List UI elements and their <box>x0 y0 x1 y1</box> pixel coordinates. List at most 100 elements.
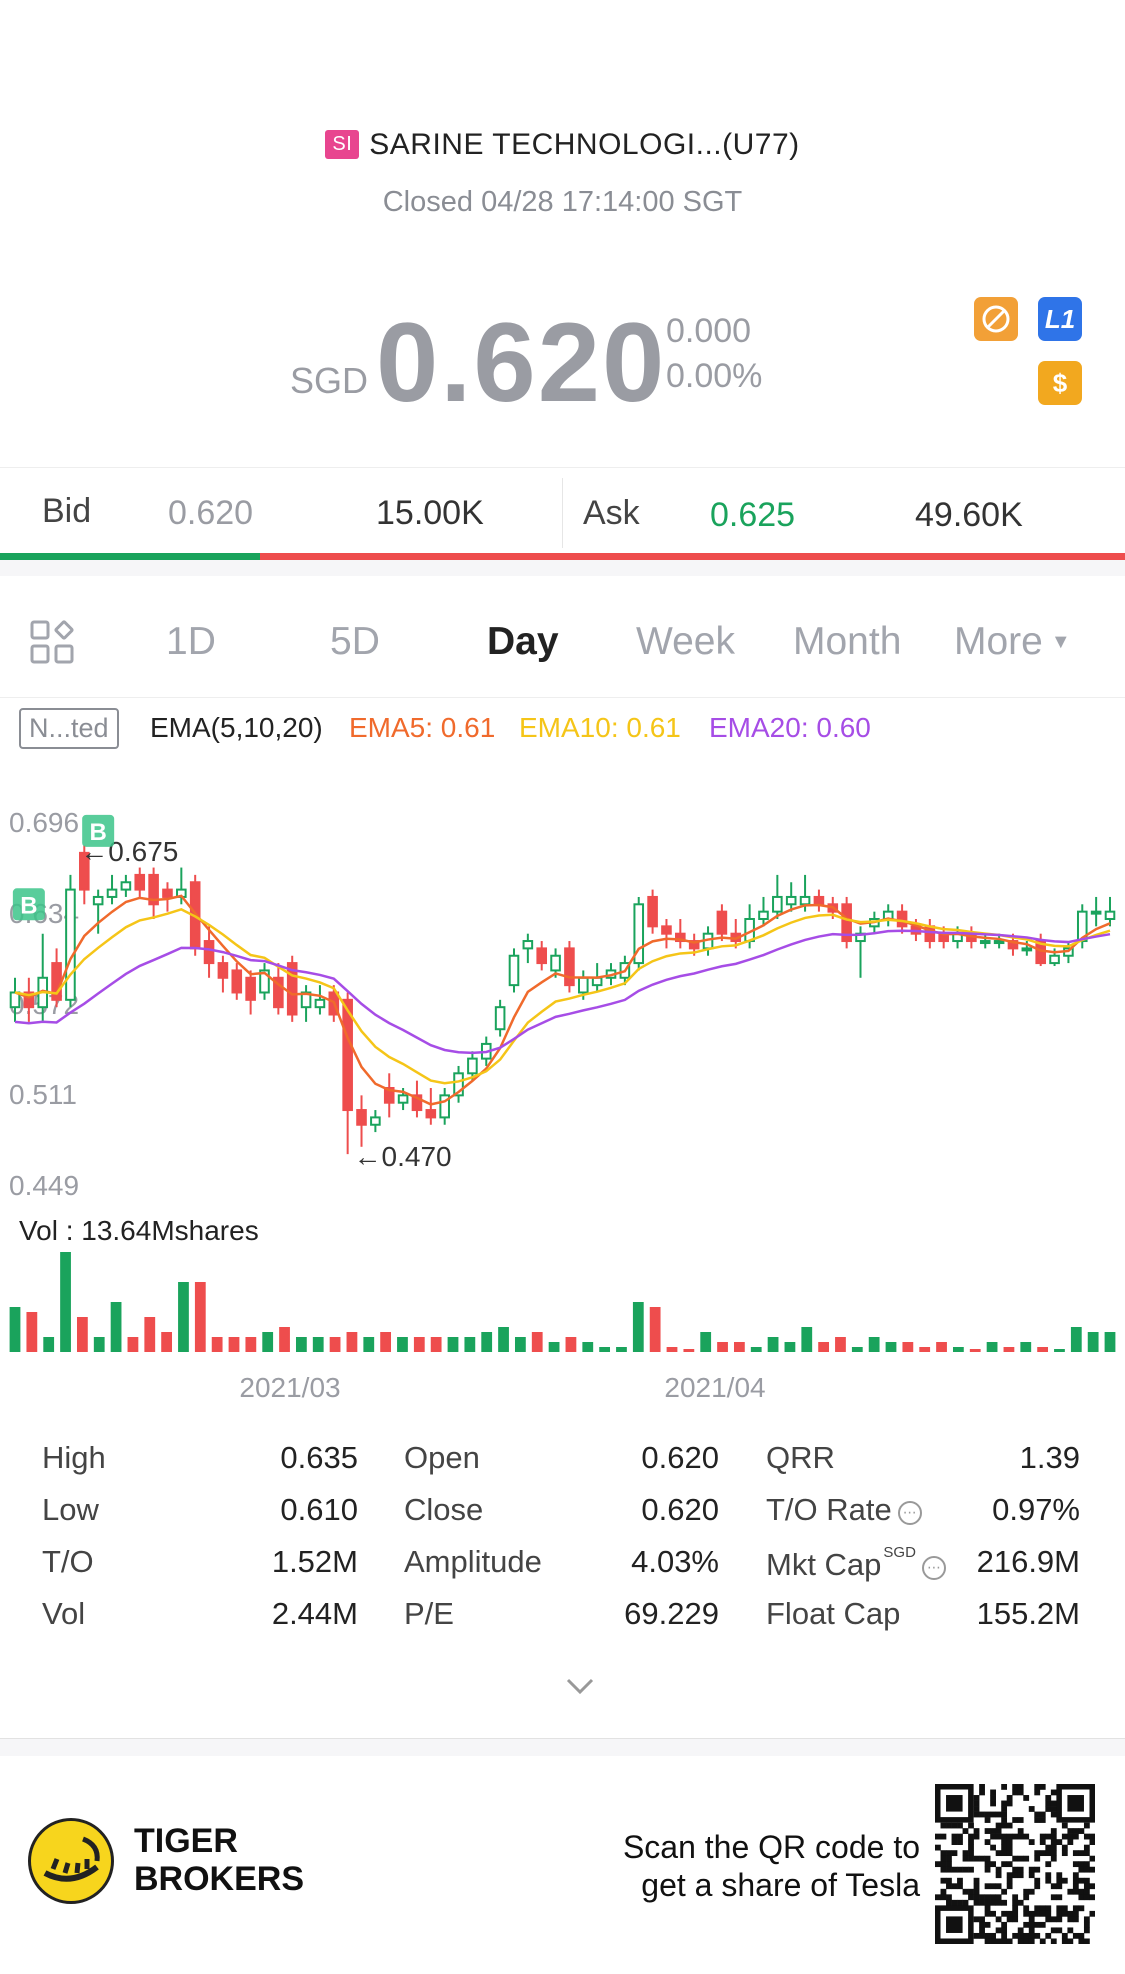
tab-5d[interactable]: 5D <box>330 620 380 663</box>
ask-size: 49.60K <box>915 496 1023 534</box>
volume-bar <box>127 1337 139 1352</box>
ask-ratio-bar <box>260 553 1125 560</box>
candle <box>79 845 90 905</box>
candle <box>203 926 215 978</box>
volume-bar <box>1020 1342 1032 1352</box>
volume-bar <box>1104 1332 1116 1352</box>
market-status: Closed 04/28 17:14:00 SGT <box>382 186 743 218</box>
tab-week[interactable]: Week <box>636 620 735 663</box>
volume-bar <box>632 1302 644 1352</box>
candle <box>134 867 146 897</box>
ema5-line <box>14 894 1111 1106</box>
svg-text:B: B <box>89 819 106 846</box>
stat-label: Float Cap <box>766 1596 901 1631</box>
price-change: 0.000 <box>666 312 752 350</box>
scan-line1: Scan the QR code to <box>622 1829 920 1865</box>
volume-bar <box>498 1327 509 1352</box>
footer-divider <box>0 1738 1125 1756</box>
volume-bar <box>582 1342 594 1352</box>
volume-bar <box>548 1342 560 1352</box>
info-icon[interactable]: ⋯ <box>921 1556 946 1580</box>
scan-text: Scan the QR code to get a share of Tesla <box>623 1828 920 1904</box>
volume-bar <box>835 1337 846 1352</box>
volume-bar <box>413 1337 425 1352</box>
candle <box>661 918 672 949</box>
candle <box>439 1088 450 1125</box>
candle <box>647 889 658 934</box>
chevron-down-icon[interactable] <box>565 1676 595 1696</box>
y-tick-label: 0.449 <box>9 1170 79 1201</box>
tab-1d[interactable]: 1D <box>166 620 216 663</box>
volume-bar <box>1003 1347 1015 1352</box>
volume-bar <box>986 1342 998 1352</box>
exchange-badge: SI <box>325 130 360 159</box>
indicator-grid-icon[interactable] <box>30 620 74 664</box>
candle <box>841 896 852 949</box>
stat-label: QRR <box>766 1440 835 1475</box>
stat-vol: Vol 2.44M <box>42 1596 358 1636</box>
bid-ask-panel[interactable]: Bid 0.620 15.00K Ask 0.625 49.60K <box>0 467 1125 559</box>
volume-bar <box>531 1332 543 1352</box>
info-icon[interactable]: ⋯ <box>897 1501 922 1525</box>
volume-bar <box>818 1342 830 1352</box>
stat-label: Open <box>404 1440 480 1475</box>
volume-bar <box>683 1349 695 1352</box>
candle <box>65 874 76 1008</box>
volume-bar <box>110 1302 122 1352</box>
buy-marker-icon[interactable]: B <box>82 814 115 847</box>
stat-high: High 0.635 <box>42 1440 358 1480</box>
candle <box>924 918 936 949</box>
volume-bar <box>767 1337 779 1352</box>
volume-bar <box>666 1347 678 1352</box>
tab-day[interactable]: Day <box>487 620 559 663</box>
adjust-tag[interactable]: N...ted <box>19 708 119 749</box>
tab-month[interactable]: Month <box>793 620 902 663</box>
volume-bar <box>1070 1327 1082 1352</box>
low-annotation: ←0.470 <box>354 1141 452 1172</box>
candle <box>92 889 104 934</box>
candle <box>564 941 575 993</box>
dollar-icon[interactable]: $ <box>1038 361 1082 405</box>
volume-bar <box>868 1337 880 1352</box>
stats-grid: High 0.635 Open 0.620 QRR 1.39 Low 0.610 Close 0.… <box>0 1440 1125 1660</box>
volume-bar <box>481 1332 493 1352</box>
volume-bar <box>363 1337 375 1352</box>
candle <box>106 874 118 905</box>
volume-bar <box>76 1317 88 1352</box>
buy-marker-icon[interactable]: B <box>12 888 45 921</box>
tab-more[interactable]: More ▼ <box>954 620 1071 664</box>
no-shorting-icon[interactable] <box>974 297 1018 341</box>
price-change-percent: 0.00% <box>666 357 763 395</box>
candle <box>286 955 298 1022</box>
y-tick-label: 0.696 <box>9 807 79 838</box>
volume-bar <box>228 1337 240 1352</box>
currency-label: SGD <box>290 360 369 401</box>
caret-down-icon: ▼ <box>1050 631 1071 653</box>
candle <box>536 941 548 971</box>
volume-bar <box>295 1337 307 1352</box>
candle <box>314 985 326 1015</box>
stat-value: 4.03% <box>631 1544 719 1579</box>
bid-price: 0.620 <box>168 494 254 532</box>
volume-bar <box>26 1312 38 1352</box>
stat-label: High <box>42 1440 106 1475</box>
stat-low: Low 0.610 <box>42 1492 358 1532</box>
volume-bar <box>514 1337 526 1352</box>
candle <box>675 918 686 949</box>
volume-bar <box>93 1337 105 1352</box>
volume-bar <box>902 1342 914 1352</box>
volume-bar <box>380 1332 392 1352</box>
stat-open: Open 0.620 <box>404 1440 719 1480</box>
candle <box>217 955 229 993</box>
tab-more-label: More <box>954 620 1043 663</box>
bid-size: 15.00K <box>376 494 484 532</box>
volume-bar <box>700 1332 712 1352</box>
volume-bar <box>750 1347 762 1352</box>
volume-bar <box>312 1337 324 1352</box>
stat-value: 0.610 <box>280 1492 358 1527</box>
stat-qrr: QRR 1.39 <box>766 1440 1080 1480</box>
stock-title: SI SARINE TECHNOLOGI...(U77) <box>0 128 1125 162</box>
level1-icon[interactable]: L1 <box>1038 297 1082 341</box>
volume-bar <box>936 1342 947 1352</box>
